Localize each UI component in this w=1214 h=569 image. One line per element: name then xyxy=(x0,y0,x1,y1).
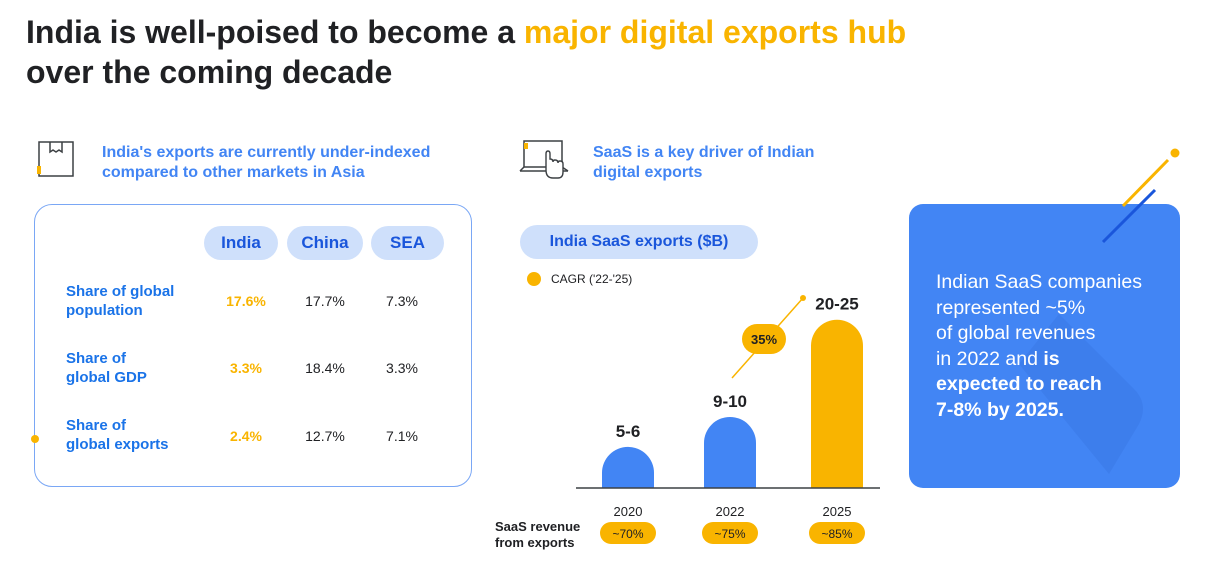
cagr-label: 35% xyxy=(751,332,777,347)
legend-swatch xyxy=(527,272,541,286)
export-share-label-line1: SaaS revenue xyxy=(495,519,581,534)
value-label-2025: 20-25 xyxy=(815,295,858,314)
x-tick-2020: 2020 xyxy=(614,504,643,519)
insight-line4-normal: in 2022 and xyxy=(936,347,1044,370)
cell-china-gdp: 18.4% xyxy=(305,360,345,376)
cagr-badge xyxy=(742,324,786,354)
export-share-pill-2020 xyxy=(600,522,656,544)
export-share-label-line2: from exports xyxy=(495,535,575,550)
bar-2022 xyxy=(704,416,756,488)
value-label-2020: 5-6 xyxy=(616,422,641,441)
legend-label: CAGR ('22-'25) xyxy=(551,272,633,286)
insight-line6: 7-8% by 2025. xyxy=(936,398,1064,421)
row-label-population: Share of global population xyxy=(66,282,206,320)
column-header-india: India xyxy=(204,226,278,260)
card-decoration xyxy=(1019,314,1143,474)
export-share-2020: ~70% xyxy=(612,527,643,541)
row-label-exports: Share of global exports xyxy=(66,416,206,454)
middle-section-heading: SaaS is a key driver of Indian digital e… xyxy=(593,143,814,183)
insight-line5: expected to reach xyxy=(936,373,1102,395)
saas-exports-chart: 35% 5-6 2020 ~70% 9-10 2022 ~75% 20-25 2025 ~85% xyxy=(576,295,880,544)
bar-2020 xyxy=(602,446,654,488)
cell-china-exports: 12.7% xyxy=(305,428,345,444)
column-header-china: China xyxy=(287,226,363,260)
chart-title: India SaaS exports ($B) xyxy=(520,225,758,259)
cell-india-population: 17.6% xyxy=(226,293,266,309)
left-section-heading: India's exports are currently under-inde… xyxy=(102,143,430,183)
left-heading-line2: compared to other markets in Asia xyxy=(102,164,365,181)
title-part2: over the coming decade xyxy=(26,54,393,90)
left-heading-line1: India's exports are currently under-inde… xyxy=(102,144,431,161)
box-icon xyxy=(36,140,76,185)
cell-sea-population: 7.3% xyxy=(386,293,418,309)
insight-line4: in 2022 and is xyxy=(936,347,1166,373)
title-part1: India is well-poised to become a xyxy=(26,14,524,50)
row-label-line1: Share of global xyxy=(66,283,175,300)
card-accent-dot xyxy=(31,435,39,443)
export-share-2025: ~85% xyxy=(821,527,852,541)
cell-china-population: 17.7% xyxy=(305,293,345,309)
middle-heading-line1: SaaS is a key driver of Indian xyxy=(593,144,815,161)
export-share-row-label: SaaS revenue from exports xyxy=(495,519,580,551)
cagr-trend-dot xyxy=(800,295,806,301)
value-label-2022: 9-10 xyxy=(713,392,747,411)
cell-sea-gdp: 3.3% xyxy=(386,360,418,376)
decorative-lines xyxy=(1101,148,1180,244)
row-label-line2: global GDP xyxy=(66,369,147,386)
page-title: India is well-poised to become a major d… xyxy=(26,12,1026,92)
x-tick-2025: 2025 xyxy=(823,504,852,519)
row-label-gdp: Share of global GDP xyxy=(66,349,206,387)
title-highlight: major digital exports hub xyxy=(523,14,907,50)
insight-line4-bold: is xyxy=(1043,347,1060,370)
insight-line3: of global revenues xyxy=(936,322,1096,344)
row-label-line1: Share of xyxy=(66,417,127,434)
cagr-trend: 35% xyxy=(731,295,806,379)
cell-india-gdp: 3.3% xyxy=(230,360,262,376)
laptop-cursor-icon xyxy=(518,138,574,187)
insight-text: Indian SaaS companies represented ~5% of… xyxy=(936,270,1166,423)
export-share-2022: ~75% xyxy=(714,527,745,541)
row-label-line2: population xyxy=(66,302,143,319)
comparison-card xyxy=(34,204,472,487)
bar-2025 xyxy=(811,319,863,488)
cell-sea-exports: 7.1% xyxy=(386,428,418,444)
middle-heading-line2: digital exports xyxy=(593,164,703,181)
column-header-sea: SEA xyxy=(371,226,444,260)
insight-card xyxy=(909,204,1180,488)
x-tick-2022: 2022 xyxy=(716,504,745,519)
cell-india-exports: 2.4% xyxy=(230,428,262,444)
row-label-line1: Share of xyxy=(66,350,127,367)
export-share-pill-2022 xyxy=(702,522,758,544)
row-label-line2: global exports xyxy=(66,436,169,453)
insight-line2: represented ~5% xyxy=(936,296,1086,319)
insight-line1: Indian SaaS companies xyxy=(936,271,1142,293)
export-share-pill-2025 xyxy=(809,522,865,544)
